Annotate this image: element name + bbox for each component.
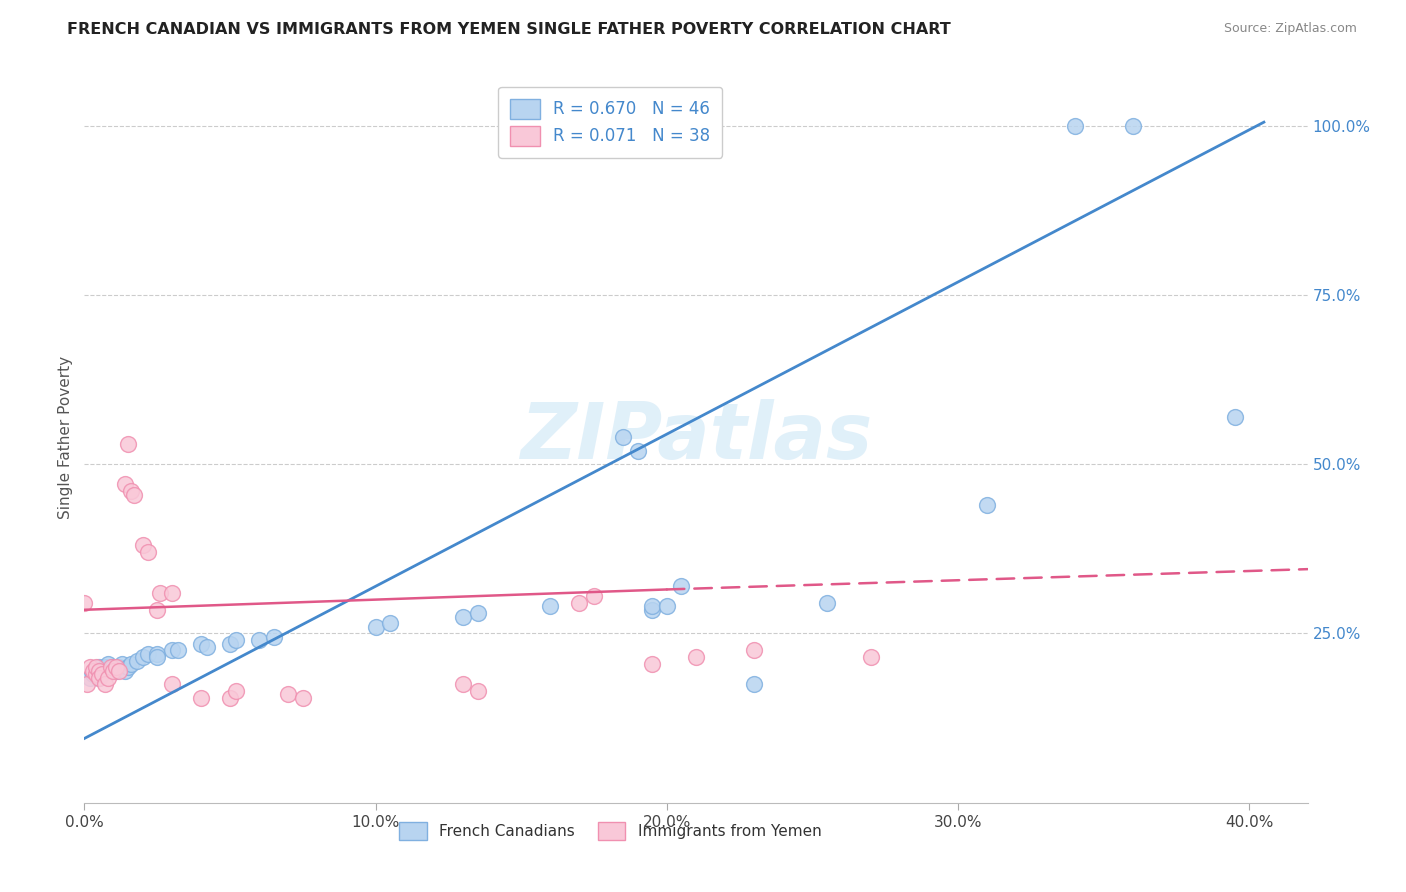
Point: [627, 443, 650, 458]
Point: [146, 603, 169, 617]
Point: [131, 538, 153, 552]
Point: [108, 664, 131, 678]
Point: [120, 484, 142, 499]
Point: [105, 664, 128, 678]
Point: [1223, 409, 1246, 424]
Point: [84, 667, 107, 681]
Point: [195, 640, 218, 654]
Point: [138, 647, 160, 661]
Point: [111, 657, 134, 671]
Point: [73, 596, 96, 610]
Point: [114, 664, 136, 678]
Point: [641, 599, 664, 614]
Point: [1122, 119, 1144, 133]
Point: [90, 664, 112, 678]
Point: [219, 690, 242, 705]
Point: [815, 596, 838, 610]
Point: [583, 589, 606, 603]
Point: [90, 667, 112, 681]
Point: [122, 488, 145, 502]
Point: [160, 586, 183, 600]
Point: [467, 684, 489, 698]
Point: [451, 677, 474, 691]
Point: [149, 586, 172, 600]
Point: [84, 660, 107, 674]
Point: [146, 650, 169, 665]
Point: [685, 650, 707, 665]
Point: [87, 660, 110, 674]
Point: [125, 654, 148, 668]
Point: [742, 643, 765, 657]
Text: ZIPatlas: ZIPatlas: [520, 399, 872, 475]
Point: [79, 660, 101, 674]
Point: [538, 599, 561, 614]
Point: [100, 664, 122, 678]
Y-axis label: Single Father Poverty: Single Father Poverty: [58, 356, 73, 518]
Point: [160, 677, 183, 691]
Point: [93, 677, 115, 691]
Point: [103, 660, 125, 674]
Point: [859, 650, 882, 665]
Point: [364, 620, 387, 634]
Point: [146, 647, 169, 661]
Point: [97, 671, 120, 685]
Point: [190, 637, 212, 651]
Point: [82, 667, 104, 681]
Point: [138, 545, 160, 559]
Point: [160, 643, 183, 657]
Point: [166, 643, 188, 657]
Point: [976, 498, 998, 512]
Point: [97, 657, 120, 671]
Point: [100, 660, 122, 674]
Point: [108, 660, 131, 674]
Point: [641, 657, 664, 671]
Point: [380, 616, 402, 631]
Point: [114, 477, 136, 491]
Point: [247, 633, 270, 648]
Point: [82, 664, 104, 678]
Point: [103, 664, 125, 678]
Point: [87, 664, 110, 678]
Point: [76, 677, 98, 691]
Text: Source: ZipAtlas.com: Source: ZipAtlas.com: [1223, 22, 1357, 36]
Point: [742, 677, 765, 691]
Point: [1063, 119, 1085, 133]
Point: [219, 637, 242, 651]
Point: [87, 671, 110, 685]
Point: [451, 609, 474, 624]
Point: [612, 430, 634, 444]
Point: [225, 633, 247, 648]
Point: [277, 688, 299, 702]
Point: [79, 671, 101, 685]
Text: FRENCH CANADIAN VS IMMIGRANTS FROM YEMEN SINGLE FATHER POVERTY CORRELATION CHART: FRENCH CANADIAN VS IMMIGRANTS FROM YEMEN…: [67, 22, 952, 37]
Point: [225, 684, 247, 698]
Point: [568, 596, 591, 610]
Point: [263, 630, 285, 644]
Point: [87, 671, 110, 685]
Point: [117, 660, 139, 674]
Point: [120, 657, 142, 671]
Point: [467, 606, 489, 620]
Point: [117, 437, 139, 451]
Point: [655, 599, 678, 614]
Point: [93, 660, 115, 674]
Point: [641, 603, 664, 617]
Point: [84, 664, 107, 678]
Point: [671, 579, 693, 593]
Point: [291, 690, 314, 705]
Point: [105, 660, 128, 674]
Point: [190, 690, 212, 705]
Legend: French Canadians, Immigrants from Yemen: French Canadians, Immigrants from Yemen: [394, 815, 827, 847]
Point: [131, 650, 153, 665]
